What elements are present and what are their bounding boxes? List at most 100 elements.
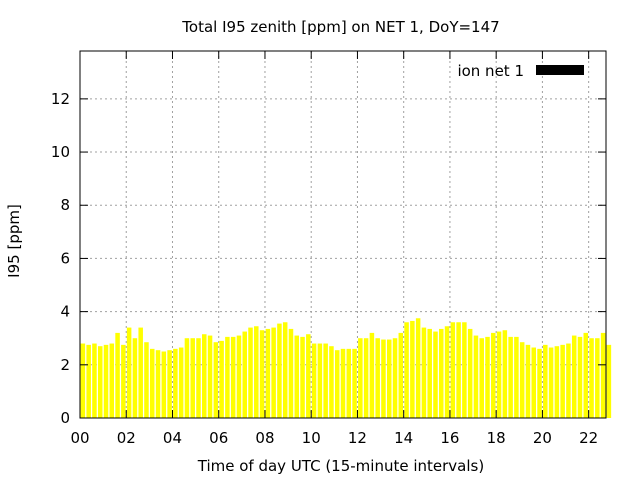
bar — [230, 336, 236, 418]
bar — [271, 327, 276, 418]
bar — [306, 334, 311, 418]
bar — [213, 342, 219, 418]
bar — [277, 323, 282, 418]
bar — [340, 348, 346, 418]
grid-lines — [80, 51, 606, 418]
bar — [265, 328, 271, 418]
bar — [519, 342, 525, 418]
bar — [496, 331, 502, 418]
bar — [375, 338, 380, 418]
bar — [433, 331, 438, 418]
axis-ticks — [79, 51, 606, 419]
bar — [485, 336, 490, 418]
bar — [514, 336, 519, 418]
bar — [173, 348, 178, 418]
bar — [144, 342, 149, 418]
bar — [554, 346, 560, 418]
bar — [600, 332, 606, 418]
bar — [404, 322, 409, 418]
x-tick-label: 14 — [394, 429, 413, 447]
bar — [346, 348, 352, 418]
x-tick-label: 10 — [302, 429, 321, 447]
bar — [282, 322, 288, 418]
bar — [311, 343, 317, 418]
bar — [317, 343, 323, 418]
bar — [236, 335, 242, 418]
bar — [358, 338, 363, 418]
bar — [444, 326, 450, 418]
bar — [126, 327, 132, 418]
bar — [115, 332, 120, 418]
bar — [525, 344, 531, 418]
bar — [92, 343, 97, 418]
y-tick-label: 8 — [60, 196, 70, 214]
x-tick-label: 04 — [163, 429, 182, 447]
bar — [138, 327, 143, 418]
bar — [606, 344, 612, 418]
legend-label: ion net 1 — [457, 62, 524, 80]
bar — [398, 332, 404, 418]
bar — [97, 346, 103, 418]
bar — [508, 336, 513, 418]
bar — [571, 335, 577, 418]
bar — [456, 322, 461, 418]
bar — [155, 350, 161, 418]
x-tick-label: 00 — [70, 429, 89, 447]
bar — [149, 348, 155, 418]
bar-series — [80, 318, 612, 418]
bar — [415, 318, 421, 418]
bar — [369, 332, 375, 418]
bar — [80, 343, 86, 418]
bar — [248, 327, 253, 418]
bar — [566, 343, 571, 418]
bar — [329, 346, 334, 418]
x-axis-label: Time of day UTC (15-minute intervals) — [197, 457, 484, 475]
bar — [548, 347, 554, 418]
bar — [439, 328, 444, 418]
bar — [381, 339, 386, 418]
y-tick-label: 4 — [60, 303, 70, 321]
bar — [202, 334, 207, 418]
bar — [410, 320, 415, 418]
bar — [479, 338, 484, 418]
x-tick-labels: 00 02 04 06 08 10 12 14 16 18 20 22 — [70, 429, 598, 447]
y-tick-label: 12 — [51, 90, 70, 108]
bar — [161, 351, 167, 418]
bar — [323, 343, 328, 418]
bar — [178, 347, 184, 418]
bar — [363, 338, 369, 418]
bar — [190, 338, 195, 418]
bar — [583, 332, 589, 418]
legend: ion net 1 — [457, 62, 584, 80]
bar — [254, 326, 259, 418]
bar — [386, 339, 392, 418]
bar — [121, 344, 126, 418]
bar — [421, 327, 427, 418]
bar — [86, 344, 91, 418]
bar — [167, 350, 172, 418]
legend-swatch — [536, 65, 584, 75]
bar — [352, 348, 357, 418]
bar — [595, 338, 600, 418]
bar — [531, 347, 537, 418]
bar — [543, 344, 548, 418]
chart-title: Total I95 zenith [ppm] on NET 1, DoY=147 — [181, 18, 499, 36]
x-tick-label: 02 — [117, 429, 136, 447]
bar — [467, 328, 473, 418]
x-tick-label: 20 — [533, 429, 552, 447]
bar — [300, 336, 305, 418]
y-axis-label: I95 [ppm] — [5, 204, 23, 278]
bar — [184, 338, 190, 418]
y-tick-label: 0 — [60, 409, 70, 427]
y-tick-label: 6 — [60, 249, 70, 267]
x-tick-label: 12 — [348, 429, 367, 447]
x-tick-label: 06 — [209, 429, 228, 447]
y-tick-label: 2 — [60, 356, 70, 374]
bar — [219, 340, 224, 418]
bar — [288, 328, 294, 418]
bar — [427, 328, 432, 418]
bar — [537, 348, 542, 418]
bar — [392, 338, 398, 418]
x-tick-label: 18 — [487, 429, 506, 447]
